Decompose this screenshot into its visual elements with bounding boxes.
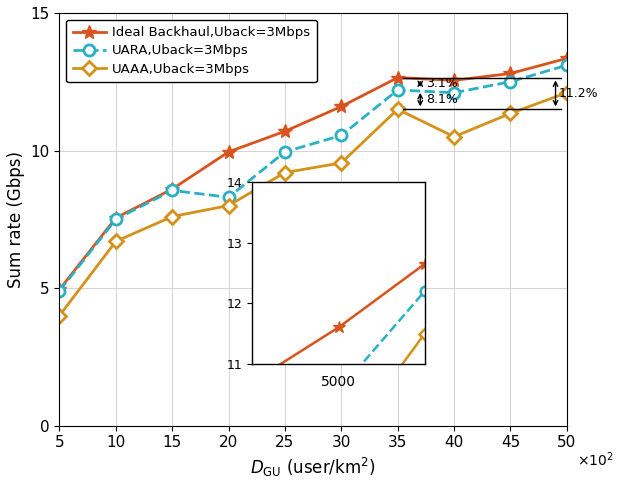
Legend: Ideal Backhaul,Uback=3Mbps, UARA,Uback=3Mbps, UAAA,Uback=3Mbps: Ideal Backhaul,Uback=3Mbps, UARA,Uback=3…	[66, 19, 317, 82]
Text: $\times 10^2$: $\times 10^2$	[577, 451, 614, 469]
Text: 3.1%: 3.1%	[426, 77, 458, 90]
UAAA,Uback=3Mbps	[56, 312, 63, 318]
Ideal Backhaul,Uback=3Mbps	[112, 215, 120, 221]
Ideal Backhaul,Uback=3Mbps	[56, 287, 63, 293]
Y-axis label: Sum rate (Gbps): Sum rate (Gbps)	[7, 151, 25, 288]
Ideal Backhaul,Uback=3Mbps	[507, 70, 514, 76]
UAAA,Uback=3Mbps	[563, 90, 570, 96]
UAAA,Uback=3Mbps	[507, 110, 514, 116]
Text: 11.2%: 11.2%	[559, 87, 598, 100]
UAAA,Uback=3Mbps	[450, 134, 458, 139]
Line: UAAA,Uback=3Mbps: UAAA,Uback=3Mbps	[55, 88, 572, 320]
UARA,Uback=3Mbps	[225, 194, 232, 200]
Ideal Backhaul,Uback=3Mbps	[563, 55, 570, 61]
UAAA,Uback=3Mbps	[225, 203, 232, 208]
UAAA,Uback=3Mbps	[394, 106, 401, 112]
UARA,Uback=3Mbps	[394, 87, 401, 93]
Ideal Backhaul,Uback=3Mbps	[169, 186, 176, 192]
Ideal Backhaul,Uback=3Mbps	[281, 128, 289, 134]
UARA,Uback=3Mbps	[450, 90, 458, 96]
UARA,Uback=3Mbps	[338, 133, 345, 139]
Ideal Backhaul,Uback=3Mbps	[450, 77, 458, 83]
UAAA,Uback=3Mbps	[338, 160, 345, 166]
Ideal Backhaul,Uback=3Mbps	[225, 149, 232, 155]
UARA,Uback=3Mbps	[507, 79, 514, 85]
Text: 8.1%: 8.1%	[426, 93, 458, 106]
X-axis label: $D_{\mathrm{GU}}$ (user/km$^2$): $D_{\mathrm{GU}}$ (user/km$^2$)	[250, 456, 376, 479]
UARA,Uback=3Mbps	[112, 216, 120, 222]
UARA,Uback=3Mbps	[281, 149, 289, 155]
Ideal Backhaul,Uback=3Mbps	[394, 75, 401, 81]
UAAA,Uback=3Mbps	[169, 214, 176, 220]
UAAA,Uback=3Mbps	[112, 239, 120, 244]
UARA,Uback=3Mbps	[56, 288, 63, 294]
UAAA,Uback=3Mbps	[281, 170, 289, 175]
Line: Ideal Backhaul,Uback=3Mbps: Ideal Backhaul,Uback=3Mbps	[53, 52, 574, 296]
Ideal Backhaul,Uback=3Mbps	[338, 104, 345, 109]
UARA,Uback=3Mbps	[563, 62, 570, 68]
Line: UARA,Uback=3Mbps: UARA,Uback=3Mbps	[54, 60, 572, 296]
UARA,Uback=3Mbps	[169, 188, 176, 193]
